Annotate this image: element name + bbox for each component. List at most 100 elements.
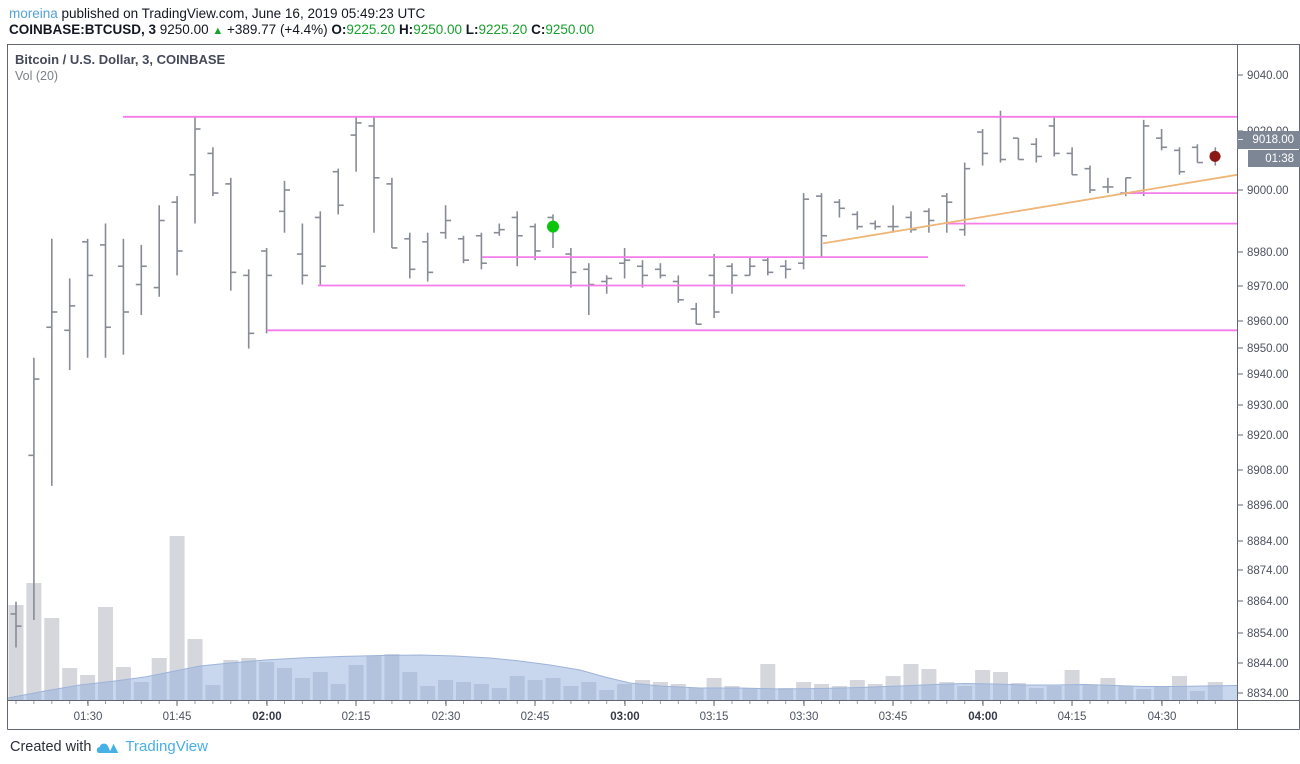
price-bar — [762, 257, 774, 276]
low-value: 9225.20 — [478, 22, 528, 37]
tradingview-logo-icon[interactable] — [96, 739, 120, 754]
price-bar — [82, 238, 94, 358]
volume-ma-area — [8, 655, 1237, 700]
price-bar — [1156, 129, 1168, 151]
price-axis-label: 8864.00 — [1247, 596, 1289, 608]
price-bar — [368, 116, 380, 233]
price-bar — [744, 257, 756, 277]
time-axis-label: 04:00 — [968, 711, 997, 723]
up-arrow-icon: ▲ — [212, 25, 224, 37]
volume-bar — [8, 605, 24, 700]
price-axis-label: 8844.00 — [1247, 658, 1289, 670]
price-axis-label: 8940.00 — [1247, 369, 1289, 381]
price-axis-label: 8896.00 — [1247, 500, 1289, 512]
price-axis-label: 8960.00 — [1247, 316, 1289, 328]
price-bar — [261, 247, 273, 334]
close-value: 9250.00 — [545, 22, 595, 37]
time-axis-label: 01:30 — [74, 711, 103, 723]
time-axis-label: 02:00 — [252, 711, 281, 723]
price-axis-label: 9040.00 — [1247, 70, 1289, 82]
price-bar — [1048, 116, 1060, 157]
publish-info: moreina published on TradingView.com, Ju… — [9, 6, 425, 21]
price-axis-label: 8884.00 — [1247, 536, 1289, 548]
time-axis-label: 04:30 — [1148, 711, 1177, 723]
price-bar — [977, 129, 989, 166]
price-change: +389.77 (+4.4%) — [227, 22, 328, 37]
price-axis-label: 8908.00 — [1247, 465, 1289, 477]
price-bar — [1066, 147, 1078, 176]
price-bar — [332, 168, 344, 215]
last-price-badge-value: 9018.00 — [1252, 134, 1294, 146]
price-bar — [726, 263, 738, 294]
price-axis-label: 8980.00 — [1247, 247, 1289, 259]
price-bar — [350, 116, 362, 172]
last-price-badge: 9018.00 — [1237, 131, 1300, 149]
price-bar — [404, 232, 416, 279]
price-bar — [28, 357, 40, 621]
green-signal-dot[interactable] — [547, 220, 559, 233]
price-axis-label: 8834.00 — [1247, 688, 1289, 700]
price-bar — [207, 147, 219, 197]
volume-bar — [26, 583, 42, 700]
tradingview-attribution: Created with TradingView — [10, 738, 208, 755]
price-bar — [296, 223, 308, 285]
volume-indicator-label[interactable]: Vol (20) — [15, 69, 59, 83]
time-axis[interactable] — [8, 700, 1299, 729]
username-link[interactable]: moreina — [9, 6, 58, 21]
price-bar — [189, 116, 201, 224]
price-bar — [100, 223, 111, 358]
price-bar — [117, 238, 129, 355]
price-bar — [833, 199, 845, 218]
price-axis-label: 8920.00 — [1247, 430, 1289, 442]
time-axis-label: 03:45 — [879, 711, 908, 723]
price-bar — [475, 232, 487, 270]
price-axis-label: 8930.00 — [1247, 400, 1289, 412]
volume-bar — [169, 536, 185, 700]
price-bar — [529, 223, 541, 261]
price-bar — [225, 177, 237, 291]
time-axis-label: 02:45 — [521, 711, 550, 723]
symbol-name: COINBASE:BTCUSD, 3 — [9, 22, 157, 37]
price-bar — [1102, 177, 1114, 194]
volume-bar — [98, 607, 113, 700]
bar-countdown-value: 01:38 — [1265, 152, 1294, 165]
close-label: C: — [531, 22, 546, 37]
publish-text: published on TradingView.com, June 16, 2… — [57, 6, 426, 21]
price-bar — [135, 244, 147, 316]
time-axis-label: 03:30 — [790, 711, 819, 723]
price-bar — [422, 232, 434, 282]
price-bar — [851, 211, 863, 230]
price-bar — [941, 193, 953, 233]
price-bar — [1084, 165, 1096, 194]
high-label: H: — [398, 22, 414, 37]
price-bar — [672, 275, 684, 303]
price-bar — [816, 193, 827, 258]
price-bar — [869, 220, 881, 230]
price-axis-label: 8970.00 — [1247, 281, 1289, 293]
last-price: 9250.00 — [159, 22, 209, 37]
price-bar — [887, 205, 899, 233]
trend-line[interactable] — [822, 173, 1238, 245]
price-bar — [1030, 138, 1042, 163]
price-bar — [46, 238, 58, 486]
time-axis-label: 03:15 — [700, 711, 729, 723]
volume-bar — [44, 618, 60, 700]
high-value: 9250.00 — [413, 22, 462, 37]
bar-countdown-badge: 01:38 — [1248, 150, 1300, 167]
open-value: 9225.20 — [346, 22, 396, 37]
price-bar — [565, 247, 577, 288]
price-bar — [153, 205, 165, 297]
price-bar — [493, 223, 505, 236]
chart-pane[interactable] — [8, 44, 1237, 700]
price-bar — [458, 235, 469, 264]
chart-legend: Bitcoin / U.S. Dollar, 3, COINBASE Vol (… — [15, 51, 225, 85]
price-bar — [690, 302, 702, 326]
price-axis-label: 8950.00 — [1247, 343, 1289, 355]
price-bar — [440, 205, 452, 239]
tradingview-brand-link[interactable]: TradingView — [125, 738, 208, 755]
symbol-ohlc-line: COINBASE:BTCUSD, 3 9250.00 ▲ +389.77 (+4… — [9, 22, 594, 37]
price-bar — [1191, 144, 1203, 164]
last-price-dot[interactable] — [1209, 150, 1221, 162]
